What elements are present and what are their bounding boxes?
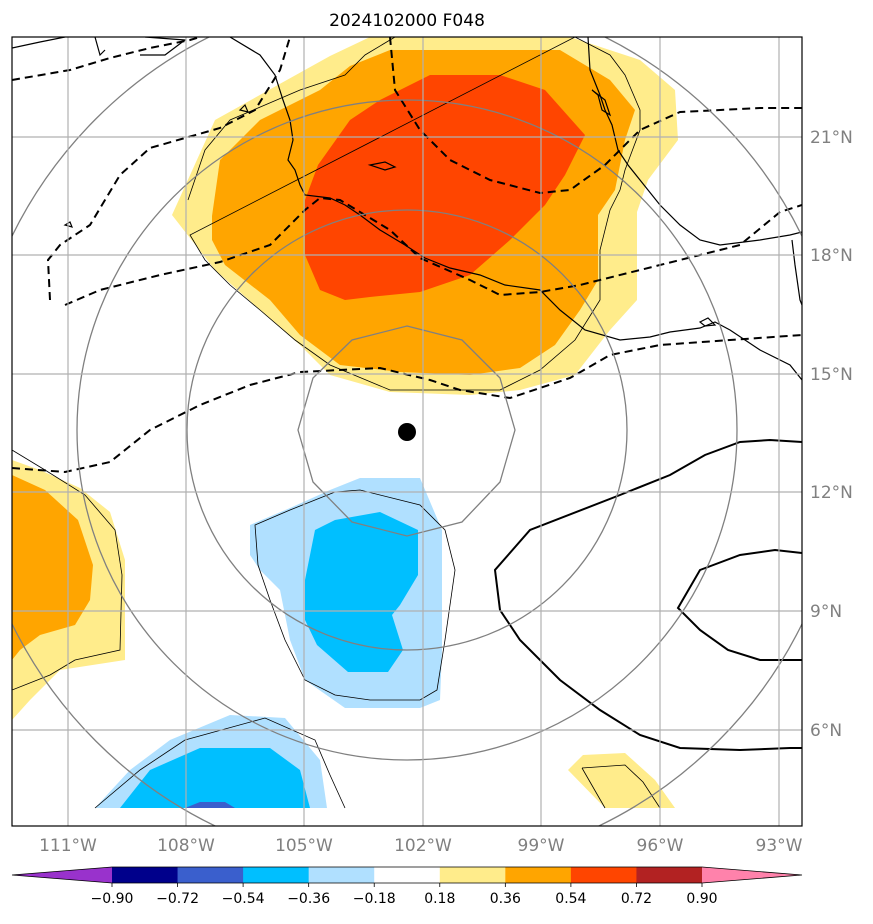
storm-center-marker <box>398 423 416 441</box>
lon-label: 102°W <box>394 836 452 856</box>
thin-contour-west <box>12 449 123 691</box>
solid-contour-inner <box>676 548 802 661</box>
lat-label: 18°N <box>810 246 853 266</box>
colorbar-segment <box>374 867 441 883</box>
colorbar-tick-label: 0.90 <box>686 891 717 907</box>
lon-label: 99°W <box>518 836 565 856</box>
dashed-contour-3 <box>389 37 802 195</box>
thin-contour-south <box>94 717 346 809</box>
colorbar-segment <box>570 867 637 883</box>
range-ring-1 <box>297 325 516 537</box>
colorbar-tick-label: −0.36 <box>287 891 330 907</box>
range-ring-2 <box>186 209 628 651</box>
colorbar: −0.90 −0.72 −0.54 −0.36 −0.18 0.18 0.36 0.54 0.7… <box>11 866 803 907</box>
coastline-mexico-pacific <box>12 37 802 381</box>
colorbar-extend-low <box>12 867 112 883</box>
lon-label: 105°W <box>275 836 333 856</box>
range-rings <box>12 37 802 826</box>
lat-label: 6°N <box>810 721 842 741</box>
dashed-contour-1 <box>12 37 201 81</box>
longitude-labels: 111°W 108°W 105°W 102°W 99°W 96°W 93°W <box>39 836 803 856</box>
fill-red-orange <box>305 75 585 300</box>
lon-label: 111°W <box>39 836 97 856</box>
coastline-baja-tip <box>94 37 106 57</box>
colorbar-tick-label: 0.18 <box>424 891 455 907</box>
coastline-isla-2 <box>238 103 250 113</box>
colorbar-tick-label: 0.36 <box>490 891 521 907</box>
lat-label: 21°N <box>810 128 853 148</box>
colorbar-segment <box>243 867 310 883</box>
coastline-gulf-inlet <box>591 89 612 117</box>
fill-deep-sky-blue <box>305 512 418 672</box>
map-panel <box>12 37 802 826</box>
coastline-gulf <box>587 37 802 246</box>
colorbar-extend-high <box>702 867 802 883</box>
solid-contours <box>493 438 802 752</box>
map-frame <box>11 36 803 827</box>
thin-contour-southeast <box>581 764 661 809</box>
fill-deep-sky-blue <box>120 748 310 808</box>
lat-label: 9°N <box>810 602 842 622</box>
lat-label: 15°N <box>810 365 853 385</box>
thin-contour-north <box>187 37 641 391</box>
lat-label: 12°N <box>810 483 853 503</box>
dashed-contour-2 <box>46 37 291 301</box>
colorbar-tick-label: 0.72 <box>621 891 652 907</box>
colorbar-segment <box>112 867 179 883</box>
lon-label: 96°W <box>637 836 684 856</box>
coastline-lake <box>367 161 397 171</box>
latitude-labels: 21°N 18°N 15°N 12°N 9°N 6°N <box>810 128 853 741</box>
colorbar-segment <box>177 867 244 883</box>
gridlines <box>12 37 802 826</box>
negative-shading-south <box>95 715 327 808</box>
negative-shading-center <box>250 478 442 708</box>
thin-contour-center <box>254 489 456 701</box>
coastline-isla-3 <box>698 317 717 327</box>
solid-contour-outer <box>493 438 802 752</box>
range-ring-3 <box>76 99 738 761</box>
fill-royal-blue <box>185 802 235 808</box>
colorbar-tick-label: −0.72 <box>156 891 199 907</box>
coastlines <box>12 37 802 381</box>
lon-label: 108°W <box>157 836 215 856</box>
colorbar-segment <box>505 867 572 883</box>
colorbar-segment <box>308 867 375 883</box>
colorbar-tick-label: −0.18 <box>353 891 396 907</box>
lon-label: 93°W <box>756 836 803 856</box>
colorbar-segment <box>636 867 703 883</box>
colorbar-segment <box>439 867 506 883</box>
colorbar-tick-label: −0.54 <box>222 891 265 907</box>
coastline-yucatan <box>791 239 802 306</box>
colorbar-tick-label: −0.90 <box>91 891 134 907</box>
positive-shading-north <box>172 37 678 395</box>
fill-orange <box>12 475 93 660</box>
map-title: 2024102000 F048 <box>329 11 485 31</box>
thin-contours <box>12 37 661 809</box>
colorbar-tick-label: 0.54 <box>555 891 586 907</box>
